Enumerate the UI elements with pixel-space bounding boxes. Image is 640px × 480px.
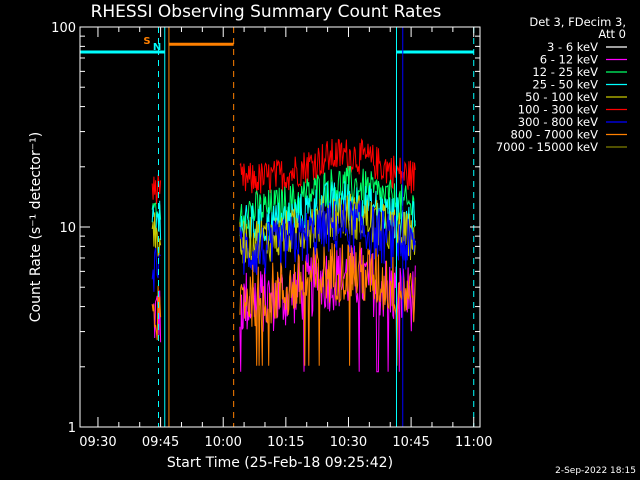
series-line bbox=[239, 165, 416, 231]
legend-label: 3 - 6 keV bbox=[547, 40, 598, 54]
series-line bbox=[151, 247, 161, 292]
data-layer bbox=[80, 27, 475, 427]
legend-label: 7000 - 15000 keV bbox=[496, 140, 598, 154]
legend-label: 12 - 25 keV bbox=[532, 65, 598, 79]
timestamp: 2-Sep-2022 18:15 bbox=[555, 466, 636, 476]
legend-label: 300 - 800 keV bbox=[518, 115, 598, 129]
legend-label: 25 - 50 keV bbox=[532, 78, 598, 92]
flag-label: S bbox=[143, 36, 150, 47]
legend-label: 6 - 12 keV bbox=[540, 53, 598, 67]
y-tick-label: 10 bbox=[59, 221, 76, 236]
series-line bbox=[151, 174, 162, 205]
series-line bbox=[239, 200, 416, 275]
x-tick-label: 11:00 bbox=[455, 435, 492, 450]
x-tick-label: 10:45 bbox=[392, 435, 429, 450]
x-tick-label: 09:30 bbox=[79, 435, 116, 450]
y-tick-label: 100 bbox=[51, 21, 76, 36]
series-line bbox=[151, 200, 162, 241]
x-axis-label: Start Time (25-Feb-18 09:25:42) bbox=[167, 455, 393, 471]
legend-header-line1: Det 3, FDecim 3, bbox=[529, 15, 626, 29]
legend-label: 50 - 100 keV bbox=[525, 90, 598, 104]
legend-label: 800 - 7000 keV bbox=[510, 128, 598, 142]
chart-title: RHESSI Observing Summary Count Rates bbox=[91, 2, 442, 22]
series-line bbox=[151, 285, 162, 341]
x-tick-label: 10:15 bbox=[267, 435, 304, 450]
x-tick-label: 09:45 bbox=[142, 435, 179, 450]
x-tick-label: 10:00 bbox=[204, 435, 241, 450]
flag-label: N bbox=[153, 42, 161, 53]
y-tick-label: 1 bbox=[68, 421, 76, 436]
legend-label: 100 - 300 keV bbox=[518, 103, 598, 117]
series-line bbox=[151, 212, 162, 257]
legend-header-line2: Att 0 bbox=[598, 27, 626, 41]
y-axis-label: Count Rate (s⁻¹ detector⁻¹) bbox=[28, 132, 44, 322]
series-line bbox=[239, 193, 416, 265]
series-line bbox=[239, 241, 416, 366]
series-line bbox=[239, 138, 416, 195]
axis-layer: 1 10 100 09:30 09:45 10:00 10:15 10:30 10:45 11:0… bbox=[51, 21, 492, 450]
x-tick-label: 10:30 bbox=[330, 435, 367, 450]
